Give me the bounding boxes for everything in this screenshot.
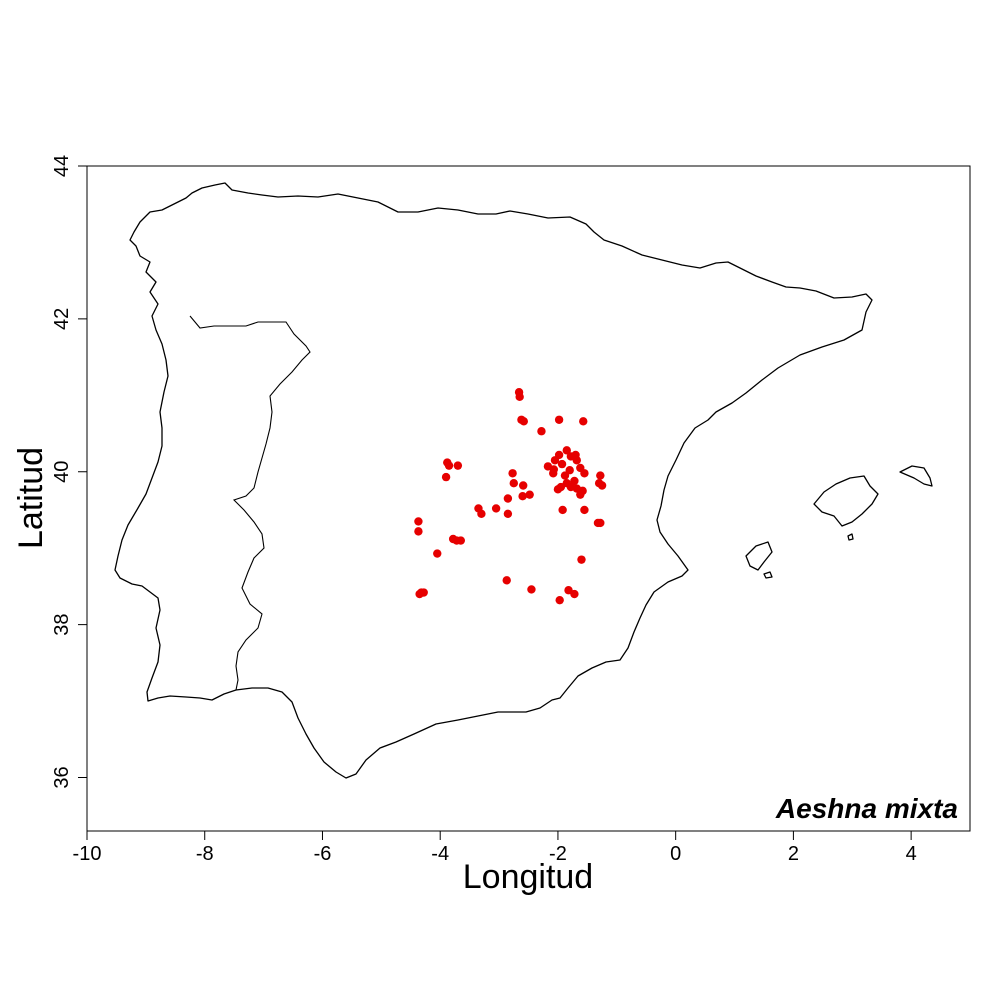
occurrence-point	[580, 505, 589, 515]
y-tick-label: 38	[51, 613, 73, 635]
occurrence-point	[596, 518, 605, 528]
x-tick-label: -2	[549, 843, 567, 865]
occurrence-point	[444, 461, 454, 470]
occurrence-point	[537, 427, 546, 436]
occurrence-point	[580, 469, 589, 478]
occurrence-point	[554, 415, 564, 424]
occurrence-point	[557, 459, 567, 469]
occurrence-point	[503, 494, 513, 503]
occurrence-point	[519, 417, 528, 426]
occurrence-point	[519, 481, 528, 490]
formentera-island	[763, 571, 773, 579]
occurrence-point	[419, 588, 428, 597]
x-tick-label: -10	[73, 843, 102, 865]
cabrera-island	[847, 533, 854, 541]
y-tick-label: 36	[51, 766, 73, 788]
x-tick-label: -8	[196, 843, 214, 865]
y-axis: 36 38 40 42 44	[51, 155, 88, 789]
occurrence-point	[570, 476, 579, 486]
occurrence-point	[508, 469, 517, 478]
occurrence-point	[553, 485, 563, 494]
occurrence-points	[414, 388, 607, 605]
occurrence-point	[558, 505, 567, 515]
occurrence-point	[433, 549, 442, 558]
mallorca-island	[813, 475, 879, 527]
occurrence-point	[518, 492, 527, 501]
occurrence-point	[596, 471, 605, 480]
occurrence-point	[578, 486, 587, 496]
map-layer	[114, 182, 933, 779]
occurrence-point	[441, 472, 451, 482]
menorca-island	[899, 465, 933, 487]
occurrence-point	[515, 392, 524, 402]
occurrence-point	[562, 446, 571, 455]
occurrence-point	[554, 450, 564, 460]
occurrence-point	[477, 509, 486, 518]
occurrence-point	[572, 456, 581, 465]
occurrence-point	[456, 536, 466, 545]
occurrence-point	[453, 461, 463, 470]
y-axis-title: Latitud	[12, 447, 50, 549]
occurrence-point	[503, 509, 513, 518]
occurrence-point	[597, 481, 607, 490]
y-tick-label: 44	[51, 155, 73, 177]
x-tick-label: 4	[906, 843, 917, 865]
occurrence-point	[549, 469, 558, 478]
x-tick-label: -4	[431, 843, 449, 865]
species-label: Aeshna mixta	[775, 793, 958, 824]
occurrence-point	[570, 589, 579, 599]
occurrence-point	[525, 490, 534, 499]
x-axis: -10 -8 -6 -4 -2 0 2 4	[73, 830, 917, 865]
occurrence-point	[527, 585, 536, 594]
occurrence-point	[414, 527, 423, 536]
occurrence-point	[502, 576, 511, 585]
y-tick-label: 42	[51, 308, 73, 330]
portugal-spain-border	[189, 315, 311, 691]
x-tick-label: -6	[314, 843, 332, 865]
y-tick-label: 40	[51, 461, 73, 483]
occurrence-point	[414, 517, 423, 526]
x-tick-label: 0	[670, 843, 681, 865]
ibiza-island	[745, 541, 773, 571]
x-axis-title: Longitud	[463, 858, 593, 896]
occurrence-point	[491, 504, 501, 513]
occurrence-point	[560, 471, 570, 480]
iberia-coastline	[114, 182, 873, 779]
occurrence-point	[579, 417, 588, 426]
occurrence-point	[555, 595, 564, 605]
x-tick-label: 2	[788, 843, 799, 865]
occurrence-point	[509, 479, 518, 488]
occurrence-point	[577, 555, 586, 564]
